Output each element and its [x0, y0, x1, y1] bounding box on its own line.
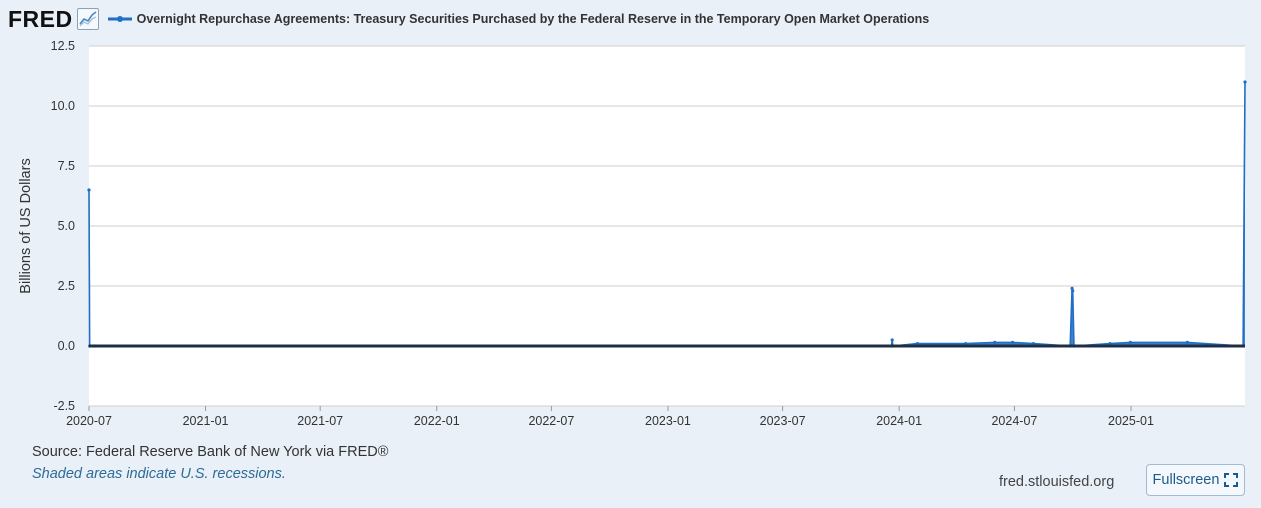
y-tick-label: 10.0 [51, 99, 75, 113]
data-point [1185, 340, 1189, 344]
line-chart: 12.510.07.55.02.50.0-2.5 2020-07 2021-01 2… [18, 39, 1247, 428]
data-point [915, 342, 920, 346]
data-point [87, 188, 91, 192]
chart-legend: Overnight Repurchase Agreements: Treasur… [107, 12, 930, 26]
x-tick-label: 2020-07 [66, 414, 112, 428]
x-tick-label: 2023-01 [645, 414, 691, 428]
fullscreen-icon [1224, 473, 1239, 487]
legend-series-label: Overnight Repurchase Agreements: Treasur… [136, 12, 930, 26]
y-tick-label: 12.5 [51, 39, 75, 53]
y-axis-ticks: 12.5 10.0 7.5 5.0 2.5 0.0 -2.5 [51, 39, 75, 413]
fullscreen-label: Fullscreen [1152, 472, 1220, 488]
data-point [1031, 342, 1036, 346]
y-tick-label: 0.0 [58, 339, 75, 353]
data-point [1010, 340, 1015, 344]
site-url[interactable]: fred.stlouisfed.org [999, 474, 1115, 490]
data-point [1243, 80, 1247, 84]
legend-series-swatch [107, 16, 132, 22]
data-point [964, 342, 968, 346]
y-tick-label: -2.5 [53, 399, 75, 413]
trend-chart-icon [76, 8, 99, 30]
recession-note: Shaded areas indicate U.S. recessions. [32, 466, 286, 482]
data-point [993, 340, 997, 344]
data-point [890, 338, 894, 342]
chart-header: FRED Overnight Repurchase Agreements: Tr… [8, 4, 929, 34]
source-text: Source: Federal Reserve Bank of New York… [32, 444, 389, 460]
x-tick-label: 2024-01 [876, 414, 922, 428]
x-tick-label: 2022-07 [528, 414, 574, 428]
y-tick-label: 2.5 [58, 279, 75, 293]
x-tick-label: 2021-01 [183, 414, 229, 428]
fullscreen-button[interactable]: Fullscreen [1146, 464, 1245, 496]
y-tick-label: 5.0 [58, 219, 75, 233]
x-tick-label: 2025-01 [1108, 414, 1154, 428]
x-tick-label: 2021-07 [297, 414, 343, 428]
y-tick-label: 7.5 [58, 159, 75, 173]
data-point [1071, 289, 1075, 293]
data-point [1070, 286, 1074, 290]
series-layer [87, 80, 1247, 348]
fred-logo[interactable]: FRED [8, 6, 99, 33]
data-point [1128, 340, 1132, 344]
x-tick-label: 2023-07 [760, 414, 806, 428]
x-tick-label: 2024-07 [991, 414, 1037, 428]
y-axis-title: Billions of US Dollars [18, 158, 34, 293]
data-point [1108, 342, 1112, 346]
x-axis-ticks: 2020-07 2021-01 2021-07 2022-01 2022-07 2023-… [66, 406, 1154, 428]
x-tick-label: 2022-01 [414, 414, 460, 428]
fred-logo-text: FRED [8, 5, 73, 32]
